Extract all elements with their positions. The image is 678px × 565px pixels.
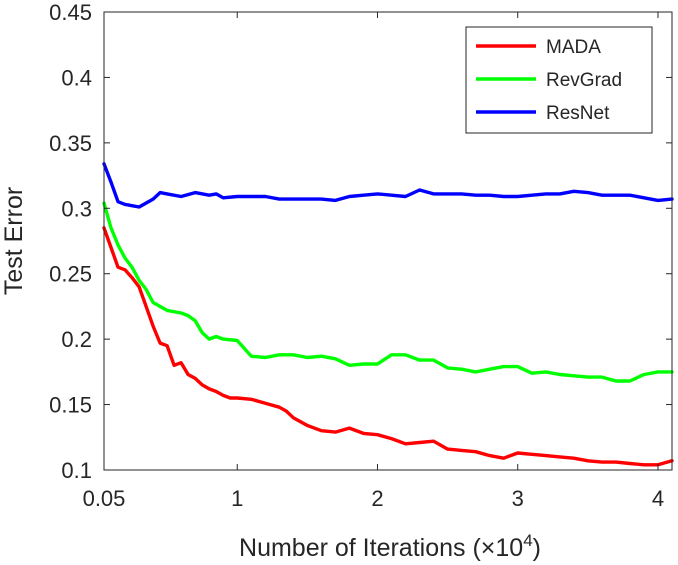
y-tick-label: 0.35 [49,131,92,156]
y-tick-label: 0.45 [49,0,92,25]
x-tick-label: 4 [652,486,664,511]
series-line-revgrad [102,201,674,383]
y-tick-label: 0.15 [49,393,92,418]
y-tick-label: 0.2 [61,327,92,352]
x-axis-title: Number of Iterations (×104) [239,531,541,562]
x-tick-label: 3 [512,486,524,511]
series-line-mada [102,226,674,467]
x-tick-label: 1 [231,486,243,511]
y-tick-label: 0.4 [61,65,92,90]
y-tick-label: 0.25 [49,262,92,287]
legend-label: ResNet [546,103,610,124]
x-tick-label: 2 [371,486,383,511]
y-tick-label: 0.3 [61,196,92,221]
x-tick-label: 0.05 [83,486,126,511]
legend-label: RevGrad [546,70,622,91]
legend-label: MADA [546,37,601,58]
y-axis-title: Test Error [0,187,28,295]
axes-ticks: 0.1 0.15 0.2 0.25 0.3 0.35 0.4 0.45 0.05 1 2 3 4 [49,0,672,511]
plot-area-border [103,11,673,471]
y-tick-label: 0.1 [61,458,92,483]
series-line-resnet [102,162,674,209]
legend: MADA RevGrad ResNet [465,26,653,134]
series-layer [102,162,674,467]
